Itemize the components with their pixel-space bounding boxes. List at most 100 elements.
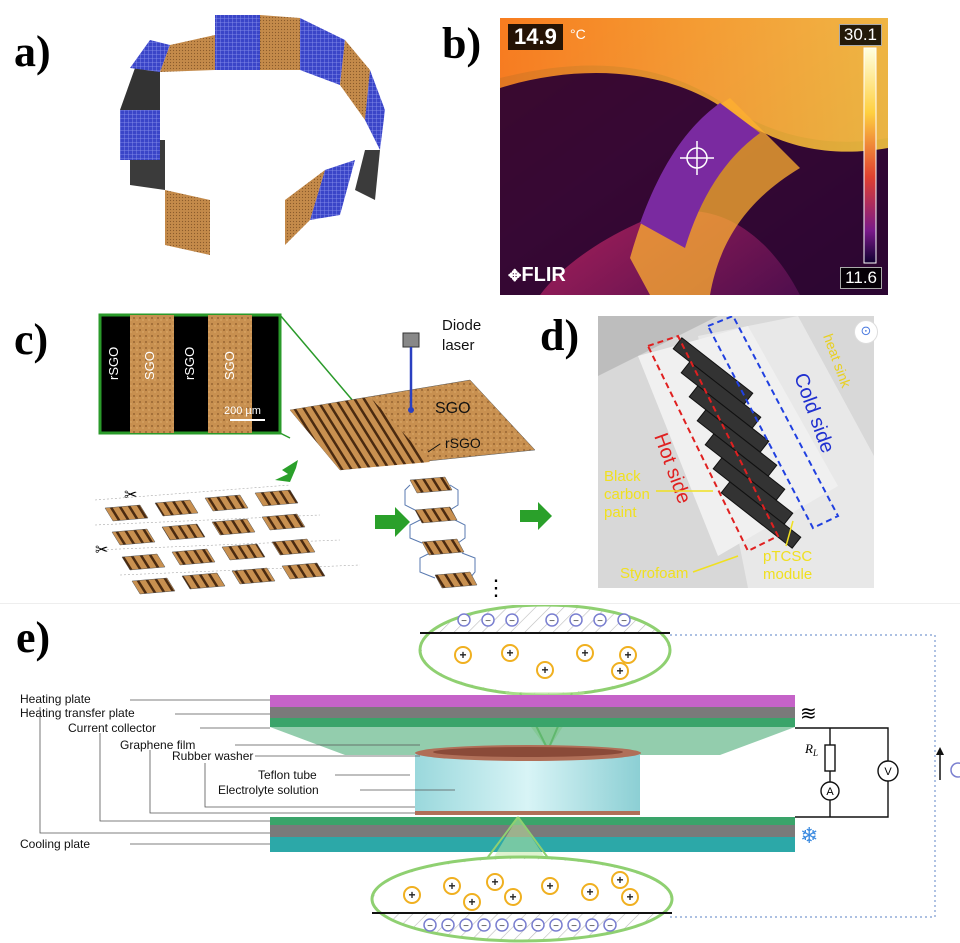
- thermal-image: 14.9 °C 30.1 11.6 ✥FLIR: [500, 18, 888, 295]
- thermal-map: [500, 18, 888, 295]
- svg-text:+: +: [408, 888, 415, 902]
- panel-label-c: c): [14, 315, 49, 364]
- module-photo: Hot side Cold side heat sink Black carbo…: [598, 316, 874, 588]
- scale-max: 30.1: [838, 24, 882, 46]
- inset-label-rsgo-2: rSGO: [182, 347, 197, 380]
- laser-head: [402, 332, 420, 348]
- label-rubber-washer: Rubber washer: [172, 749, 253, 763]
- color-scale-bar: [863, 47, 877, 264]
- panel-c-diagram: rSGO SGO rSGO SGO 200 µm Diode laser SGO…: [94, 313, 552, 600]
- svg-text:−: −: [509, 616, 515, 627]
- scale-bar-label: 200 µm: [224, 405, 261, 417]
- laser-label-2: laser: [442, 337, 475, 354]
- label-graphene-film: Graphene film: [120, 738, 195, 752]
- inset-label-sgo-1: SGO: [142, 351, 157, 380]
- black-paint-label-1: Black: [604, 468, 641, 485]
- crosshair-icon: [680, 141, 714, 175]
- label-cooling-plate: Cooling plate: [20, 837, 90, 851]
- label-teflon-tube: Teflon tube: [258, 768, 317, 782]
- panel-label-d: d): [540, 311, 580, 360]
- scale-min: 11.6: [840, 267, 882, 289]
- ellipsis-icon: ⋮: [485, 575, 507, 600]
- cut-pieces: [104, 489, 326, 595]
- svg-text:+: +: [491, 875, 498, 889]
- svg-text:−: −: [445, 921, 451, 932]
- current-arrow-icon: [936, 747, 944, 755]
- visual-search-icon[interactable]: ⊙: [854, 320, 878, 344]
- hot-side-box: [646, 334, 780, 553]
- bottom-zoom-bubble: ++ + + +++ + + − − − − − − − − − − −: [370, 855, 674, 943]
- svg-text:−: −: [535, 921, 541, 932]
- current-collector-bottom: [270, 817, 795, 825]
- divider: [0, 603, 960, 604]
- svg-text:+: +: [506, 646, 513, 660]
- svg-text:−: −: [607, 921, 613, 932]
- heating-transfer-plate: [270, 707, 795, 718]
- cold-side-box: [706, 316, 840, 530]
- leader-lines: [39, 699, 455, 845]
- sheet-label-rsgo: rSGO: [445, 435, 481, 451]
- teflon-tube: [415, 753, 640, 811]
- inset-label-sgo-2: SGO: [222, 351, 237, 380]
- layer-labels: Heating plate Heating transfer plate Cur…: [20, 692, 319, 851]
- temperature-unit: °C: [570, 26, 586, 42]
- ammeter-label: A: [826, 786, 834, 798]
- label-current-collector: Current collector: [68, 721, 156, 735]
- svg-text:−: −: [461, 616, 467, 627]
- styrofoam-label: Styrofoam: [620, 565, 688, 582]
- svg-text:+: +: [459, 648, 466, 662]
- svg-text:+: +: [541, 663, 548, 677]
- svg-text:−: −: [427, 921, 433, 932]
- label-heating-plate: Heating plate: [20, 692, 91, 706]
- svg-text:+: +: [586, 885, 593, 899]
- svg-text:−: −: [549, 616, 555, 627]
- rubber-washer-bottom: [415, 811, 640, 815]
- svg-text:+: +: [624, 648, 631, 662]
- voltmeter-icon: [877, 760, 899, 782]
- top-zoom-bubble: − − − − − − − + + + + + +: [418, 605, 672, 697]
- svg-text:+: +: [448, 879, 455, 893]
- electron-path: [670, 634, 936, 918]
- svg-text:−: −: [621, 616, 627, 627]
- series-chain: [404, 484, 476, 579]
- top-anions: [457, 613, 631, 627]
- svg-text:−: −: [499, 921, 505, 932]
- svg-text:−: −: [485, 616, 491, 627]
- svg-text:+: +: [546, 879, 553, 893]
- ptcsc-label-2: module: [763, 566, 812, 583]
- voltmeter-label: V: [884, 766, 892, 778]
- ammeter-icon: [820, 781, 840, 801]
- scissors-icon-2: ✂: [95, 542, 108, 559]
- svg-text:−: −: [573, 616, 579, 627]
- ring-segments: [120, 15, 385, 255]
- svg-text:−: −: [589, 921, 595, 932]
- svg-text:−: −: [481, 921, 487, 932]
- snowflake-icon: ❄: [800, 823, 818, 848]
- laser-label-1: Diode: [442, 317, 481, 334]
- panel-label-a: a): [14, 27, 51, 76]
- module-photo-art: Hot side Cold side heat sink Black carbo…: [598, 316, 874, 588]
- bottom-anions: [423, 918, 617, 932]
- flir-icon: ✥: [508, 268, 522, 285]
- ptcsc-label-1: pTCSC: [763, 548, 812, 565]
- svg-text:+: +: [581, 646, 588, 660]
- scissors-icon-1: ✂: [124, 487, 137, 504]
- svg-text:+: +: [468, 895, 475, 909]
- svg-text:−: −: [571, 921, 577, 932]
- panel-label-e: e): [16, 613, 51, 662]
- arrow-right-icon-2: [520, 502, 552, 530]
- black-paint-label-2: carbon: [604, 486, 650, 503]
- spot-temperature: 14.9: [508, 24, 563, 50]
- svg-text:−: −: [597, 616, 603, 627]
- panel-a-ring-illustration: [120, 15, 385, 255]
- svg-text:+: +: [616, 664, 623, 678]
- label-electrolyte-solution: Electrolyte solution: [218, 783, 319, 797]
- svg-text:+: +: [616, 873, 623, 887]
- svg-text:+: +: [626, 890, 633, 904]
- black-paint-label-3: paint: [604, 504, 637, 521]
- svg-text:+: +: [509, 890, 516, 904]
- current-collector-top: [270, 718, 795, 727]
- label-heating-transfer-plate: Heating transfer plate: [20, 706, 135, 720]
- inset-label-rsgo-1: rSGO: [106, 347, 121, 380]
- arrow-down-icon: [275, 460, 298, 482]
